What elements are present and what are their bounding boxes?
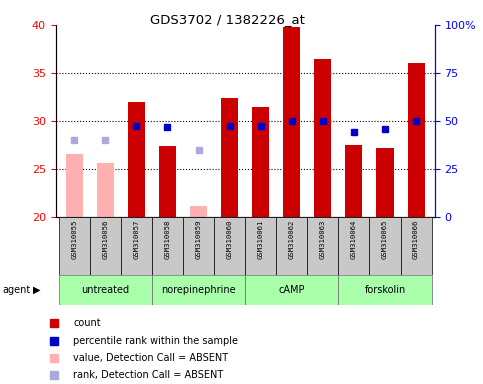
Bar <box>58 275 152 305</box>
Bar <box>121 217 152 275</box>
Bar <box>128 102 145 217</box>
Text: GSM310060: GSM310060 <box>227 220 233 259</box>
Bar <box>345 145 362 217</box>
Text: GSM310062: GSM310062 <box>289 220 295 259</box>
Bar <box>252 107 269 217</box>
Text: count: count <box>73 318 101 328</box>
Bar <box>376 148 394 217</box>
Bar <box>159 146 176 217</box>
Text: GSM310055: GSM310055 <box>71 220 77 259</box>
Bar <box>307 217 339 275</box>
Bar <box>97 163 114 217</box>
Text: untreated: untreated <box>81 285 129 295</box>
Bar <box>245 217 276 275</box>
Text: GSM310064: GSM310064 <box>351 220 357 259</box>
Text: value, Detection Call = ABSENT: value, Detection Call = ABSENT <box>73 353 228 363</box>
Bar <box>66 154 83 217</box>
Text: agent: agent <box>2 285 30 295</box>
Text: GSM310057: GSM310057 <box>133 220 140 259</box>
Bar <box>90 217 121 275</box>
Bar <box>276 217 307 275</box>
Text: GSM310066: GSM310066 <box>413 220 419 259</box>
Bar <box>152 217 183 275</box>
Text: rank, Detection Call = ABSENT: rank, Detection Call = ABSENT <box>73 370 224 380</box>
Bar <box>152 275 245 305</box>
Bar <box>369 217 400 275</box>
Bar <box>339 275 432 305</box>
Text: percentile rank within the sample: percentile rank within the sample <box>73 336 238 346</box>
Text: GSM310058: GSM310058 <box>164 220 170 259</box>
Bar <box>190 207 207 217</box>
Text: GDS3702 / 1382226_at: GDS3702 / 1382226_at <box>150 13 304 26</box>
Text: GSM310061: GSM310061 <box>257 220 264 259</box>
Bar <box>214 217 245 275</box>
Bar <box>339 217 369 275</box>
Text: norepinephrine: norepinephrine <box>161 285 236 295</box>
Text: GSM310063: GSM310063 <box>320 220 326 259</box>
Bar <box>408 63 425 217</box>
Bar <box>314 58 331 217</box>
Bar <box>283 27 300 217</box>
Bar <box>58 217 90 275</box>
Text: GSM310056: GSM310056 <box>102 220 108 259</box>
Bar <box>245 275 339 305</box>
Text: forskolin: forskolin <box>364 285 406 295</box>
Text: ▶: ▶ <box>33 285 41 295</box>
Text: GSM310065: GSM310065 <box>382 220 388 259</box>
Text: GSM310059: GSM310059 <box>196 220 201 259</box>
Bar <box>221 98 238 217</box>
Text: cAMP: cAMP <box>279 285 305 295</box>
Bar <box>400 217 432 275</box>
Bar <box>183 217 214 275</box>
